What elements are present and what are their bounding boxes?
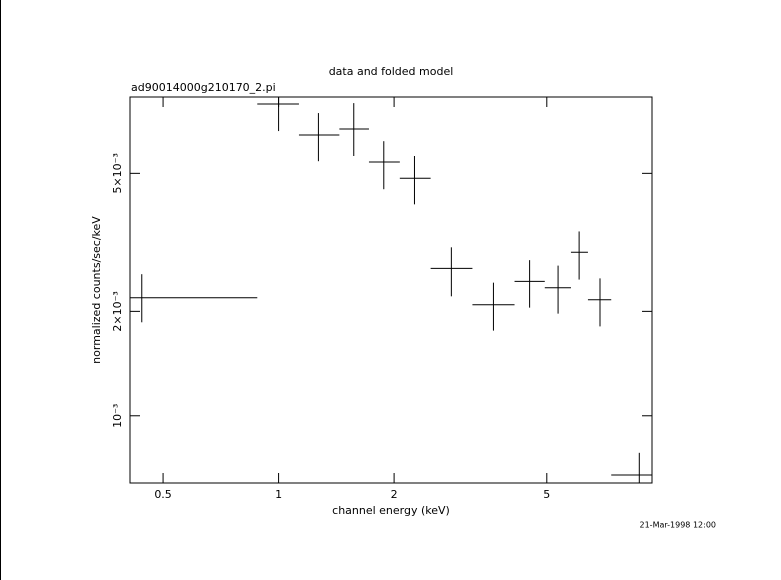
timestamp: 21-Mar-1998 12:00: [640, 521, 717, 530]
data-points: [130, 97, 652, 483]
chart-title: data and folded model: [329, 65, 454, 78]
chart-subtitle: ad90014000g210170_2.pi: [131, 81, 276, 94]
y-tick-label: 10⁻³: [111, 404, 124, 428]
y-tick-label: 5×10⁻³: [111, 153, 124, 193]
x-tick-label: 1: [275, 488, 282, 501]
x-tick-label: 2: [391, 488, 398, 501]
x-tick-label: 5: [543, 488, 550, 501]
plot-frame: [129, 96, 653, 484]
y-axis-label: normalized counts/sec/keV: [90, 216, 103, 364]
y-tick-label: 2×10⁻³: [111, 291, 124, 331]
x-axis-label: channel energy (keV): [332, 504, 450, 517]
x-tick-label: 0.5: [154, 488, 172, 501]
